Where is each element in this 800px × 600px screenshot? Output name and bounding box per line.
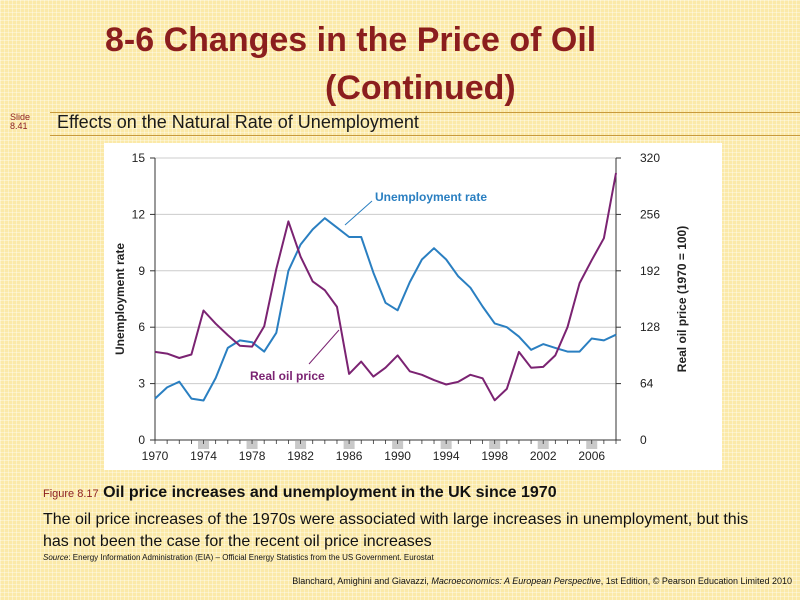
x-tick-label: 1990 (384, 449, 411, 463)
x-tick-label: 1994 (433, 449, 460, 463)
x-tick-label: 2006 (578, 449, 605, 463)
y2-tick-label: 0 (640, 433, 647, 447)
y2-tick-label: 256 (640, 207, 660, 221)
y2-tick-label: 128 (640, 320, 660, 334)
x-band-1986 (343, 441, 355, 449)
x-tick-label: 2002 (530, 449, 557, 463)
copyright-footer: Blanchard, Amighini and Giavazzi, Macroe… (292, 576, 792, 586)
y2-tick-label: 64 (640, 377, 654, 391)
y-axis-title: Unemployment rate (113, 243, 127, 355)
x-tick-label: 1986 (336, 449, 363, 463)
y-tick-label: 3 (138, 377, 145, 391)
x-band-1998 (489, 441, 501, 449)
figure-caption: Figure 8.17 Oil price increases and unem… (43, 484, 793, 502)
annotation-leader-oil-price (308, 329, 340, 365)
subtitle-bar (50, 112, 800, 136)
footer-book-title: Macroeconomics: A European Perspective (431, 576, 601, 586)
y-tick-label: 12 (132, 207, 146, 221)
y-tick-label: 0 (138, 433, 145, 447)
x-tick-label: 1974 (190, 449, 217, 463)
annotation-unemployment: Unemployment rate (375, 190, 487, 204)
x-tick-label: 1970 (142, 449, 169, 463)
slide-title-line-1: 8-6 Changes in the Price of Oil (105, 21, 597, 59)
x-band-1978 (246, 441, 258, 449)
figure-title: Oil price increases and unemployment in … (103, 484, 557, 501)
y-tick-label: 9 (138, 264, 145, 278)
line-chart: 0 3 6 9 12 15 0 64 128 192 256 320 1970 1974 1978 1982 1… (113, 151, 689, 463)
y-tick-label: 15 (132, 151, 146, 165)
x-tick-label: 1998 (481, 449, 508, 463)
annotation-oil-price: Real oil price (250, 369, 325, 383)
x-band-1994 (440, 441, 452, 449)
x-band-2006 (586, 441, 598, 449)
figure-source: Source: Energy Information Administratio… (43, 553, 434, 562)
x-band-1982 (295, 441, 307, 449)
x-tick-label: 1982 (287, 449, 314, 463)
source-text: : Energy Information Administration (EIA… (68, 553, 434, 562)
figure-description: The oil price increases of the 1970s wer… (43, 511, 749, 550)
footer-edition: , 1st Edition, © Pearson Education Limit… (600, 576, 792, 586)
chart-panel: 0 3 6 9 12 15 0 64 128 192 256 320 1970 1974 1978 1982 1… (104, 143, 722, 470)
x-band-1990 (392, 441, 404, 449)
x-band-2002 (537, 441, 549, 449)
annotation-leader-unemployment (344, 200, 373, 226)
source-label: Source (43, 553, 69, 562)
slide-title-line-2: (Continued) (325, 69, 516, 107)
y2-axis-title: Real oil price (1970 = 100) (675, 226, 689, 372)
slide-number-value: 8.41 (10, 121, 28, 131)
footer-authors: Blanchard, Amighini and Giavazzi, (292, 576, 432, 586)
series-line-oil-price (154, 172, 617, 402)
y2-tick-label: 320 (640, 151, 660, 165)
x-band-1974 (198, 441, 210, 449)
slide-subtitle: Effects on the Natural Rate of Unemploym… (57, 112, 419, 132)
y-tick-label: 6 (138, 320, 145, 334)
series-line-unemployment (154, 217, 617, 402)
x-tick-label: 1978 (239, 449, 266, 463)
figure-label: Figure 8.17 (43, 488, 99, 500)
slide-number: Slide 8.41 (10, 113, 46, 133)
slide-number-label: Slide (10, 112, 31, 122)
y2-tick-label: 192 (640, 264, 660, 278)
